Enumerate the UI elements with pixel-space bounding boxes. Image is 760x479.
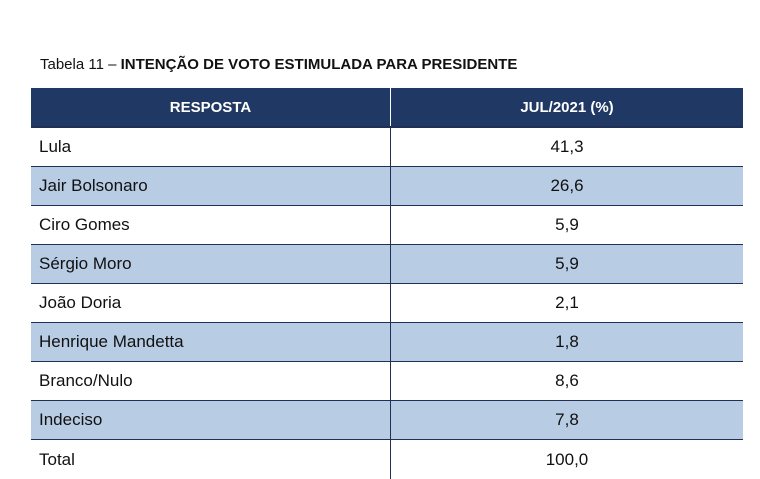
candidate-percent: 7,8 bbox=[555, 410, 579, 429]
candidate-name: Indeciso bbox=[31, 401, 391, 439]
candidate-name: Henrique Mandetta bbox=[31, 323, 391, 361]
total-percent: 100,0 bbox=[545, 449, 589, 469]
total-label: Total bbox=[31, 440, 391, 479]
candidate-percent: 26,6 bbox=[550, 176, 584, 195]
table-row: Ciro Gomes 5,9 bbox=[31, 206, 743, 245]
candidate-percent: 41,3 bbox=[550, 137, 584, 156]
table-caption: Tabela 11 – INTENÇÃO DE VOTO ESTIMULADA … bbox=[40, 56, 517, 73]
table-row: Lula 41,3 bbox=[31, 128, 743, 167]
candidate-name: Sérgio Moro bbox=[31, 245, 391, 283]
candidate-name: Jair Bolsonaro bbox=[31, 167, 391, 205]
candidate-name: Branco/Nulo bbox=[31, 362, 391, 400]
table-row: Henrique Mandetta 1,8 bbox=[31, 323, 743, 362]
candidate-percent: 8,6 bbox=[555, 371, 579, 390]
table-row: João Doria 2,1 bbox=[31, 284, 743, 323]
candidate-percent: 2,1 bbox=[555, 293, 579, 312]
candidate-name: Ciro Gomes bbox=[31, 206, 391, 244]
table-total-row: Total 100,0 bbox=[31, 440, 743, 479]
candidate-name: Lula bbox=[31, 128, 391, 166]
table-row: Jair Bolsonaro 26,6 bbox=[31, 167, 743, 206]
caption-prefix: Tabela 11 – bbox=[40, 56, 121, 73]
candidate-percent: 1,8 bbox=[555, 332, 579, 351]
candidate-percent: 5,9 bbox=[555, 215, 579, 234]
candidate-name: João Doria bbox=[31, 284, 391, 322]
header-period: JUL/2021 (%) bbox=[520, 98, 614, 116]
table-row: Sérgio Moro 5,9 bbox=[31, 245, 743, 284]
table-row: Branco/Nulo 8,6 bbox=[31, 362, 743, 401]
candidate-percent: 5,9 bbox=[555, 254, 579, 273]
caption-title: INTENÇÃO DE VOTO ESTIMULADA PARA PRESIDE… bbox=[120, 56, 518, 73]
vote-intention-table: RESPOSTA JUL/2021 (%) Lula 41,3 Jair Bol… bbox=[31, 88, 743, 479]
table-row: Indeciso 7,8 bbox=[31, 401, 743, 440]
header-response: RESPOSTA bbox=[31, 88, 391, 126]
table-header-row: RESPOSTA JUL/2021 (%) bbox=[31, 88, 743, 128]
